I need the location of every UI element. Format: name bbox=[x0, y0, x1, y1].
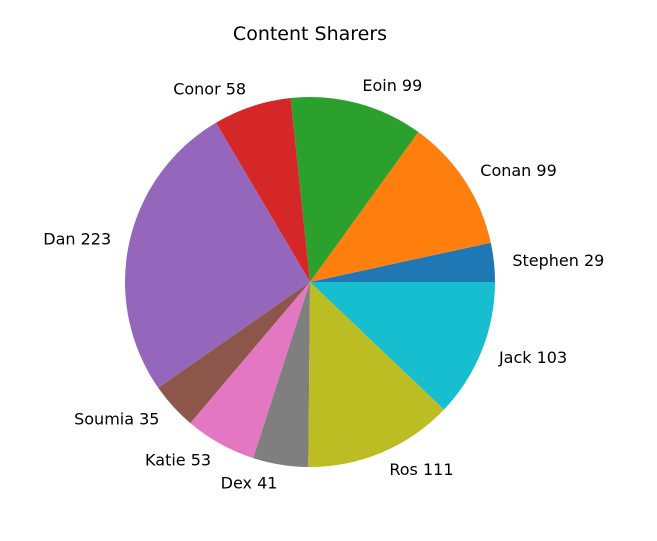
pie-slices bbox=[124, 96, 495, 467]
pie-label-katie: Katie 53 bbox=[145, 450, 211, 469]
pie-label-stephen: Stephen 29 bbox=[512, 251, 604, 270]
pie-slice-stephen bbox=[310, 242, 495, 282]
pie-slice-eoin bbox=[290, 96, 419, 282]
pie-label-ros: Ros 111 bbox=[389, 460, 453, 479]
pie-slice-soumia bbox=[158, 282, 310, 424]
pie-slice-ros bbox=[308, 282, 445, 467]
pie-slice-jack bbox=[310, 282, 495, 410]
pie-label-soumia: Soumia 35 bbox=[74, 409, 159, 428]
pie-slice-dex bbox=[253, 282, 310, 467]
pie-slice-dan bbox=[124, 122, 310, 388]
pie-label-jack: Jack 103 bbox=[498, 348, 567, 367]
pie-labels: Stephen 29 Conan 99 Eoin 99 Conor 58 Dan 223… bbox=[43, 76, 604, 493]
pie-slice-katie bbox=[190, 282, 310, 459]
pie-label-conor: Conor 58 bbox=[173, 79, 246, 98]
pie-slice-conan bbox=[310, 132, 491, 282]
pie-label-dan: Dan 223 bbox=[43, 229, 111, 248]
pie-label-conan: Conan 99 bbox=[480, 161, 557, 180]
pie-label-dex: Dex 41 bbox=[221, 473, 278, 492]
pie-label-eoin: Eoin 99 bbox=[362, 76, 422, 95]
chart-title: Content Sharers bbox=[233, 23, 387, 45]
pie-slice-conor bbox=[215, 98, 310, 283]
